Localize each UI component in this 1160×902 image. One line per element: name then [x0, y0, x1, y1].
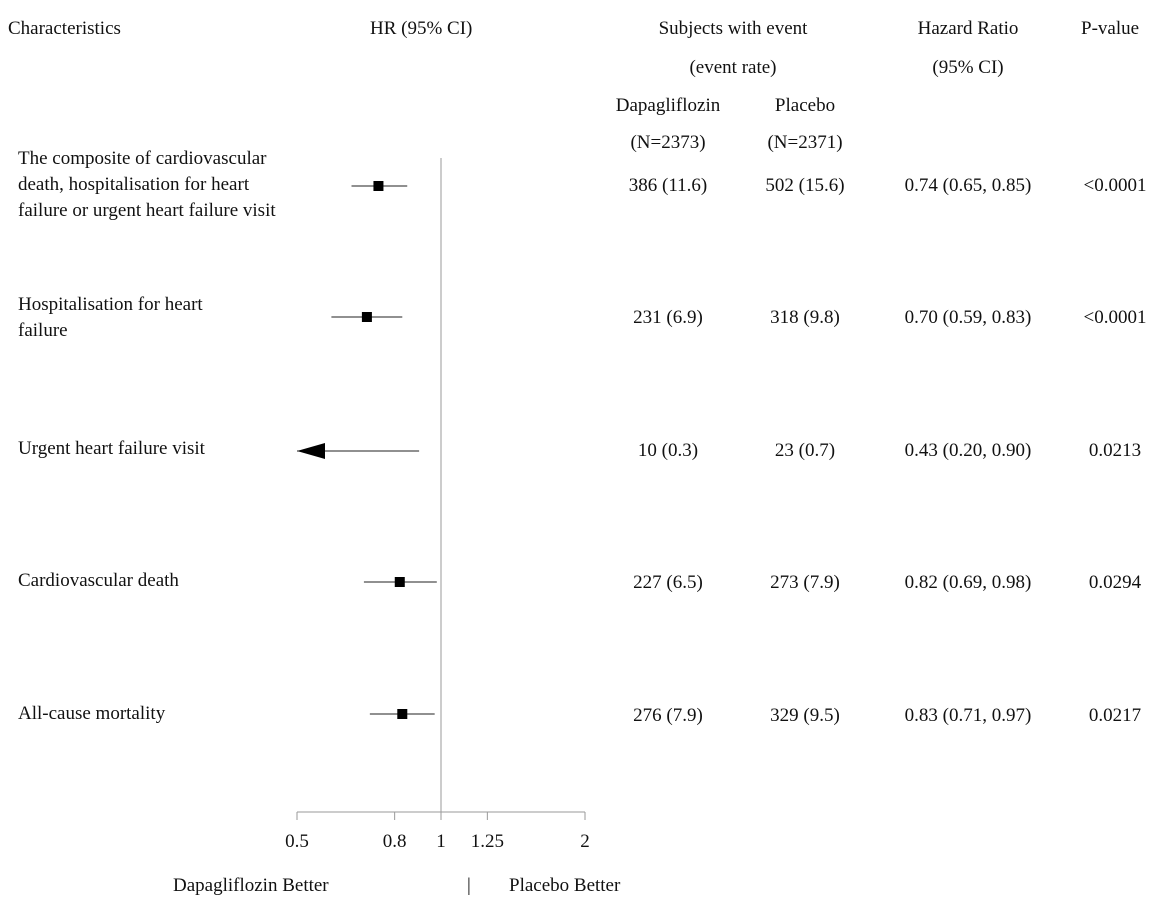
row-label-all-cause: All-cause mortality [18, 703, 166, 724]
row-dapa-composite: 386 (11.6) [628, 175, 708, 196]
header-hazard-line2: (95% CI) [932, 57, 1004, 78]
header-hazard-line1: Hazard Ratio [917, 18, 1019, 39]
row-placebo-hospitalisation: 318 (9.8) [770, 307, 840, 328]
row-placebo-all-cause: 329 (9.5) [770, 705, 840, 726]
row-dapa-cv-death: 227 (6.5) [633, 572, 703, 593]
row-p-hospitalisation: <0.0001 [1083, 307, 1147, 328]
x-tick-label: 1.25 [471, 831, 504, 852]
header-placebo-n: (N=2371) [767, 132, 843, 153]
hr-marker [394, 577, 405, 587]
x-tick-label: 0.8 [383, 831, 407, 852]
row-label-urgent-visit: Urgent heart failure visit [18, 438, 205, 459]
footer-dapagliflozin-better: Dapagliflozin Better [173, 875, 329, 896]
hr-marker [361, 312, 372, 322]
hr-marker [373, 181, 384, 191]
row-p-composite: <0.0001 [1083, 175, 1147, 196]
header-subjects-line2: (event rate) [689, 57, 777, 78]
header-dapa-name: Dapagliflozin [615, 95, 721, 116]
row-hr-cv-death: 0.82 (0.69, 0.98) [904, 572, 1032, 593]
row-label-hospitalisation: Hospitalisation for heart failure [18, 294, 203, 341]
truncation-arrow [297, 443, 325, 459]
row-hr-hospitalisation: 0.70 (0.59, 0.83) [904, 307, 1032, 328]
row-dapa-hospitalisation: 231 (6.9) [633, 307, 703, 328]
header-subjects-line1: Subjects with event [658, 18, 808, 39]
row-hr-all-cause: 0.83 (0.71, 0.97) [904, 705, 1032, 726]
row-p-urgent-visit: 0.0213 [1088, 440, 1142, 461]
row-dapa-urgent-visit: 10 (0.3) [637, 440, 699, 461]
row-label-cv-death: Cardiovascular death [18, 570, 179, 591]
row-placebo-composite: 502 (15.6) [765, 175, 845, 196]
header-pvalue: P-value [1081, 18, 1140, 39]
row-p-cv-death: 0.0294 [1088, 572, 1142, 593]
footer-divider: | [467, 875, 471, 896]
header-placebo-name: Placebo [774, 95, 836, 116]
header-hr-ci: HR (95% CI) [370, 18, 473, 39]
row-hr-urgent-visit: 0.43 (0.20, 0.90) [904, 440, 1032, 461]
x-tick-label: 2 [580, 831, 590, 852]
hr-marker [397, 709, 408, 719]
row-dapa-all-cause: 276 (7.9) [633, 705, 703, 726]
x-tick-label: 0.5 [285, 831, 309, 852]
row-p-all-cause: 0.0217 [1088, 705, 1142, 726]
footer-placebo-better: Placebo Better [509, 875, 621, 896]
header-characteristics: Characteristics [8, 18, 121, 39]
row-label-composite: The composite of cardiovascular death, h… [18, 148, 276, 221]
row-placebo-cv-death: 273 (7.9) [770, 572, 840, 593]
row-placebo-urgent-visit: 23 (0.7) [774, 440, 836, 461]
header-dapa-n: (N=2373) [630, 132, 706, 153]
row-hr-composite: 0.74 (0.65, 0.85) [904, 175, 1032, 196]
x-tick-label: 1 [436, 831, 446, 852]
